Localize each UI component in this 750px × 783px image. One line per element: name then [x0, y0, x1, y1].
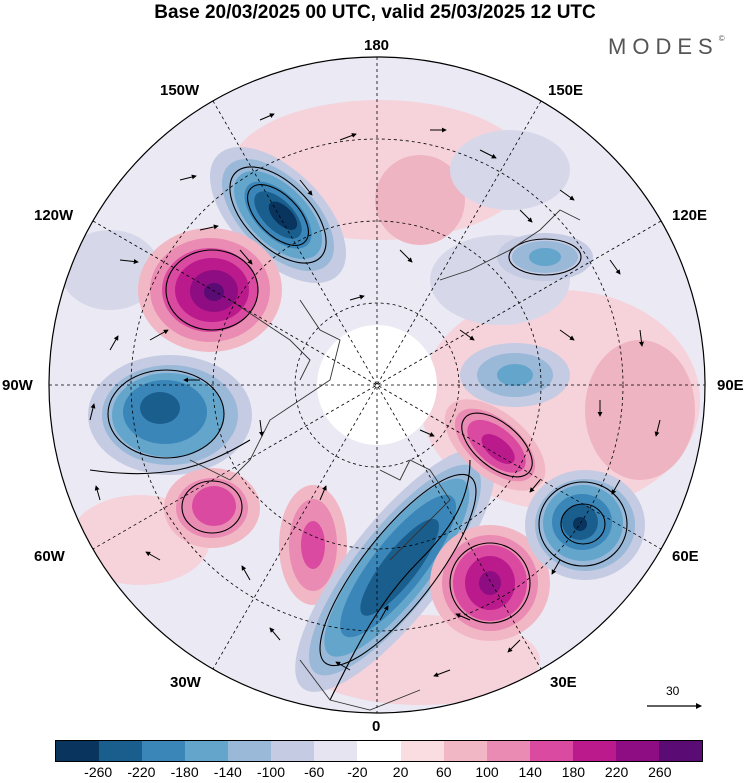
lon-label-150e: 150E [548, 82, 584, 99]
lon-label-30w: 30W [170, 674, 201, 691]
wind-vectors [89, 113, 661, 677]
colorbar-tick-label: -100 [256, 764, 286, 780]
colorbar-cell [615, 741, 659, 761]
colorbar-cell [314, 741, 358, 761]
brand-name: MODES [608, 34, 719, 59]
lon-label-30e: 30E [550, 674, 577, 691]
colorbar-tick-label: 20 [392, 764, 409, 780]
colorbar-tick-label: 260 [648, 764, 672, 780]
coastlines [189, 209, 581, 711]
colorbar-tick-label: 220 [604, 764, 629, 780]
positive-anomaly [279, 485, 347, 605]
reference-vector-label: 30 [666, 684, 680, 698]
lon-label-180: 180 [364, 37, 390, 54]
colorbar-tick-label: 60 [436, 764, 452, 780]
anomaly-region [450, 130, 570, 210]
colorbar-cell [443, 741, 487, 761]
colorbar-tick-label: 180 [561, 764, 586, 780]
positive-anomaly [138, 228, 282, 352]
lon-label-150w: 150W [160, 82, 200, 99]
colorbar-cell [99, 741, 143, 761]
colorbar-cell [185, 741, 229, 761]
graticule [49, 57, 705, 713]
positive-anomaly [164, 468, 260, 548]
colorbar-tick-label: -60 [304, 764, 325, 780]
colorbar-cell [529, 741, 573, 761]
colorbar-tick-label: -180 [170, 764, 199, 780]
negative-anomaly [460, 233, 593, 407]
colorbar-tick-label: 140 [518, 764, 542, 780]
negative-anomaly [209, 146, 347, 284]
colorbar-tick-label: -260 [84, 764, 113, 780]
anomaly-region [60, 230, 160, 310]
colorbar-cell [400, 741, 444, 761]
lon-label-120e: 120E [672, 207, 708, 224]
positive-anomaly [430, 525, 550, 641]
lon-label-60w: 60W [34, 548, 65, 565]
negative-anomaly [88, 355, 252, 475]
colorbar-cell [142, 741, 186, 761]
negative-anomaly [295, 448, 495, 692]
lon-label-120w: 120W [34, 207, 74, 224]
lon-label-90e: 90E [717, 377, 744, 394]
brand-mark: © [718, 34, 725, 43]
colorbar-tick-label: -140 [213, 764, 242, 780]
colorbar-cell [486, 741, 530, 761]
map-boundary [48, 56, 706, 714]
anomaly-region [585, 340, 695, 480]
colorbar-cell [228, 741, 272, 761]
geopotential-contours [89, 166, 628, 701]
polar-map [48, 56, 706, 714]
colorbar-cell [572, 741, 616, 761]
colorbar-tick-label: 100 [475, 764, 499, 780]
lon-label-0: 0 [372, 718, 381, 735]
colorbar-cell [56, 741, 100, 761]
colorbar-tick-label: -220 [127, 764, 156, 780]
colorbar-cell [658, 741, 702, 761]
colorbar [55, 740, 703, 762]
lon-label-60e: 60E [672, 548, 699, 565]
brand-logo: MODES© [608, 34, 725, 60]
colorbar-cell [271, 741, 315, 761]
colorbar-tick-label: -20 [347, 764, 368, 780]
page-title: Base 20/03/2025 00 UTC, valid 25/03/2025… [154, 2, 596, 23]
lon-label-90w: 90W [2, 377, 33, 394]
colorbar-cell [357, 741, 401, 761]
